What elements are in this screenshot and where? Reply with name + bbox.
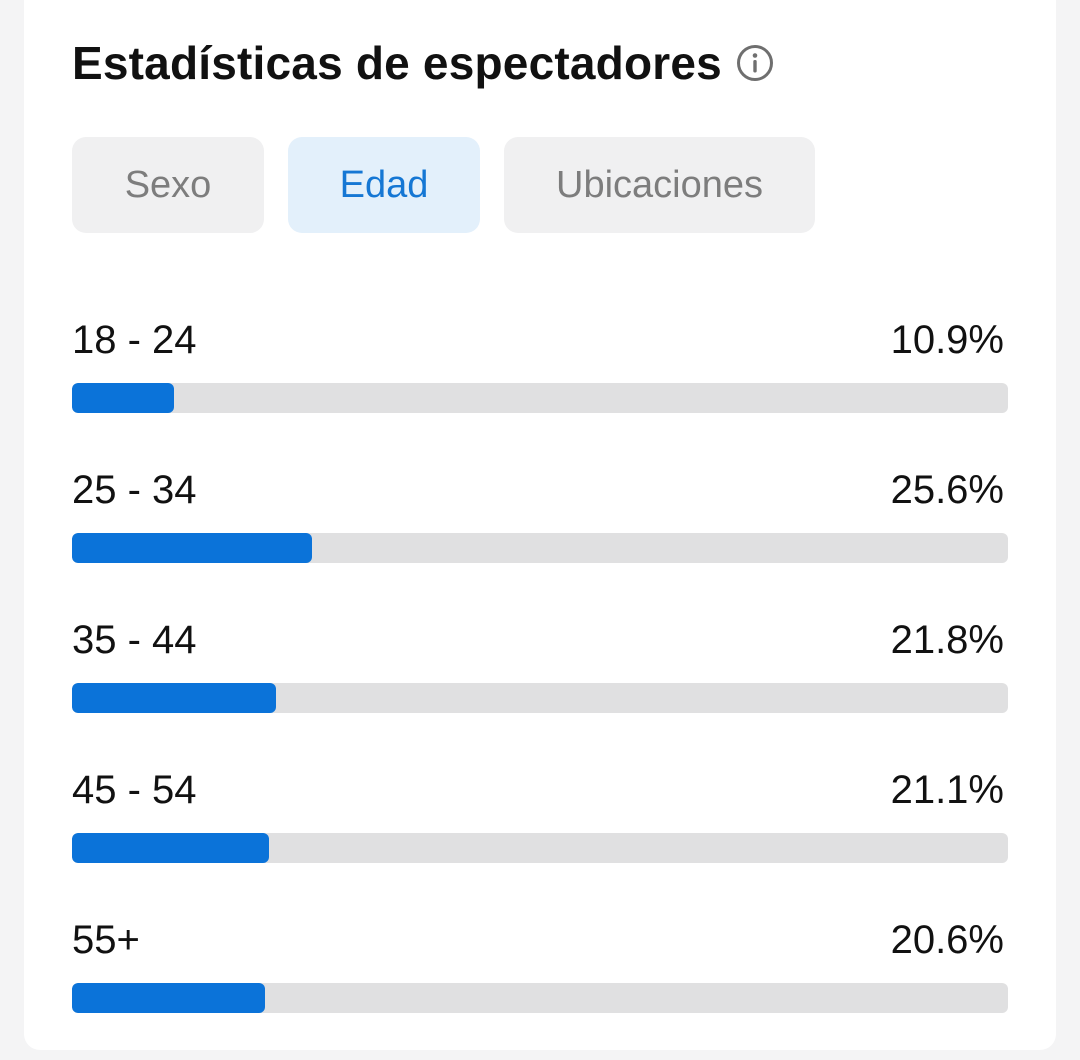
tab-sexo[interactable]: Sexo	[72, 137, 264, 233]
age-percentage: 21.8%	[890, 618, 1004, 662]
card-title: Estadísticas de espectadores	[72, 37, 722, 89]
progress-fill	[72, 983, 265, 1013]
age-percentage: 10.9%	[890, 318, 1004, 362]
card-header: Estadísticas de espectadores	[72, 36, 774, 90]
progress-track	[72, 683, 1008, 713]
info-icon[interactable]	[736, 44, 774, 82]
age-percentage: 25.6%	[890, 468, 1004, 512]
age-percentage: 20.6%	[890, 918, 1004, 962]
progress-track	[72, 983, 1008, 1013]
progress-track	[72, 533, 1008, 563]
age-range-label: 18 - 24	[72, 318, 197, 362]
progress-fill	[72, 383, 175, 413]
stats-tabs: Sexo Edad Ubicaciones	[72, 137, 839, 233]
age-range-label: 55+	[72, 918, 140, 962]
age-row-25-34: 25 - 34 25.6%	[72, 460, 1008, 610]
tab-edad[interactable]: Edad	[288, 137, 480, 233]
tab-ubicaciones[interactable]: Ubicaciones	[504, 137, 815, 233]
age-row-35-44: 35 - 44 21.8%	[72, 610, 1008, 760]
age-percentage: 21.1%	[890, 768, 1004, 812]
progress-track	[72, 833, 1008, 863]
progress-fill	[72, 833, 270, 863]
age-row-45-54: 45 - 54 21.1%	[72, 760, 1008, 910]
age-range-label: 45 - 54	[72, 768, 197, 812]
age-range-label: 25 - 34	[72, 468, 197, 512]
age-distribution-list: 18 - 24 10.9% 25 - 34 25.6% 35 - 44 21.8…	[72, 310, 1008, 1060]
age-row-55-plus: 55+ 20.6%	[72, 910, 1008, 1060]
age-range-label: 35 - 44	[72, 618, 197, 662]
progress-track	[72, 383, 1008, 413]
progress-fill	[72, 533, 312, 563]
age-row-18-24: 18 - 24 10.9%	[72, 310, 1008, 460]
progress-fill	[72, 683, 277, 713]
